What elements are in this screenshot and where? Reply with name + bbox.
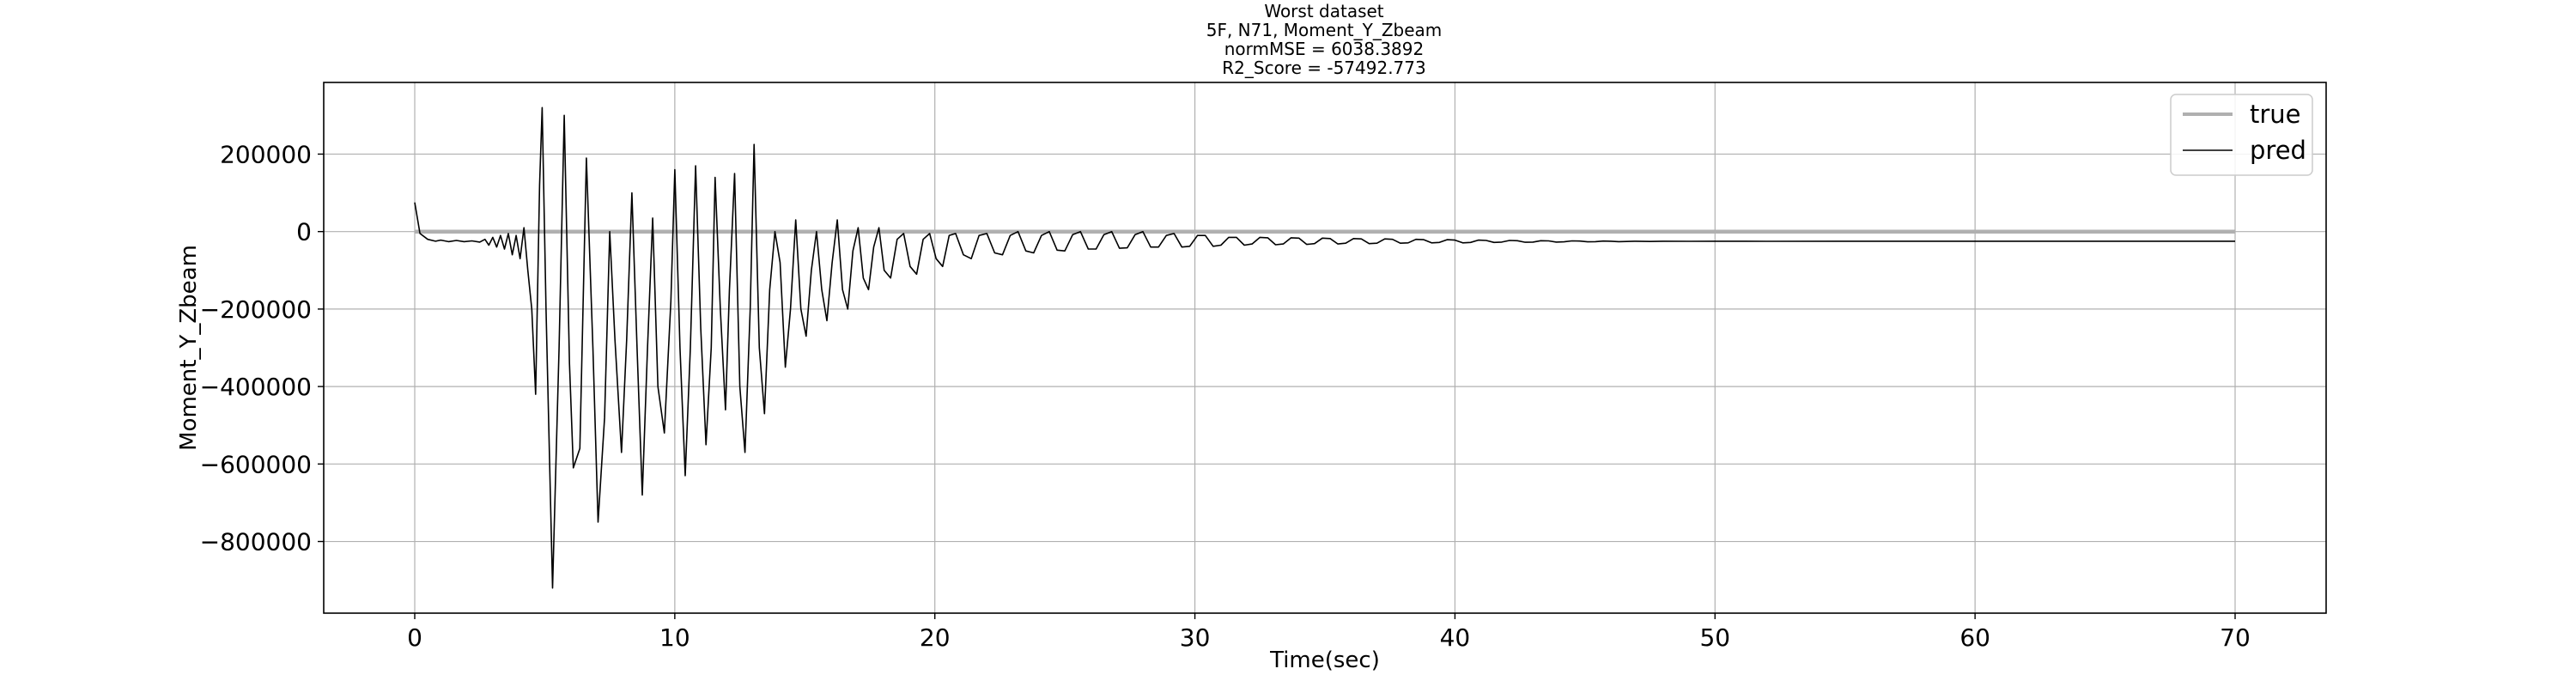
plot-series bbox=[414, 106, 2235, 589]
y-tick-label: 0 bbox=[296, 218, 312, 246]
x-tick-label: 10 bbox=[659, 623, 690, 652]
x-tick-label: 20 bbox=[920, 623, 951, 652]
title-line-1: Worst dataset bbox=[1264, 1, 1383, 21]
legend-label-true: true bbox=[2250, 100, 2301, 129]
x-tick-label: 0 bbox=[407, 623, 422, 652]
y-tick-label: −600000 bbox=[200, 450, 312, 478]
legend-label-pred: pred bbox=[2250, 136, 2306, 165]
x-tick-label: 50 bbox=[1699, 623, 1730, 652]
y-axis-ticks: 200000 0 −200000 −400000 −600000 −800000 bbox=[200, 140, 324, 556]
x-axis-label: Time(sec) bbox=[1269, 647, 1380, 673]
x-tick-label: 30 bbox=[1180, 623, 1211, 652]
x-tick-label: 70 bbox=[2220, 623, 2251, 652]
y-tick-label: −200000 bbox=[200, 295, 312, 324]
series-line-pred bbox=[414, 106, 2235, 589]
y-axis-label: Moment_Y_Zbeam bbox=[176, 245, 202, 451]
x-axis-ticks: 0 10 20 30 40 50 60 70 bbox=[407, 613, 2251, 652]
legend: true pred bbox=[2170, 94, 2313, 176]
chart-title: Worst dataset 5F, N71, Moment_Y_Zbeam no… bbox=[1206, 1, 1443, 78]
plot-area-frame bbox=[323, 82, 2327, 614]
y-tick-label: −400000 bbox=[200, 373, 312, 401]
x-tick-label: 60 bbox=[1959, 623, 1990, 652]
title-line-4: R2_Score = -57492.773 bbox=[1222, 58, 1425, 78]
y-tick-label: −800000 bbox=[200, 528, 312, 556]
y-tick-label: 200000 bbox=[220, 140, 312, 168]
title-line-3: normMSE = 6038.3892 bbox=[1224, 39, 1424, 59]
x-tick-label: 40 bbox=[1440, 623, 1471, 652]
title-line-2: 5F, N71, Moment_Y_Zbeam bbox=[1206, 20, 1443, 40]
